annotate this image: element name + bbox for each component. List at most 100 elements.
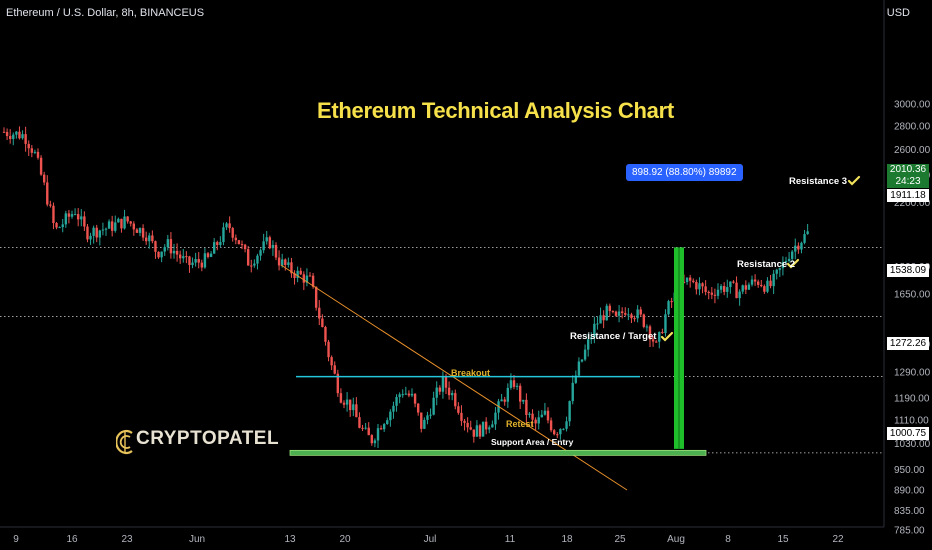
candle-body [364, 427, 367, 429]
resistance-target-label: Resistance / Target [570, 331, 657, 342]
candle-body [95, 227, 98, 238]
candle-body [466, 422, 469, 428]
candle-body [358, 417, 361, 428]
y-tick-label: 3000.00 [894, 100, 931, 111]
candle [407, 390, 411, 398]
x-tick-label: 9 [13, 534, 19, 545]
candle [216, 240, 219, 251]
currency-label: USD [886, 7, 910, 19]
candle-body [738, 291, 741, 299]
bar-countdown: 24:23 [895, 176, 921, 187]
candle [222, 222, 225, 246]
candle [797, 242, 800, 254]
candle [55, 221, 58, 230]
candle [321, 314, 324, 328]
candle-body [200, 262, 204, 268]
candle-body [296, 270, 299, 278]
candle-body [729, 281, 732, 288]
candle-body [803, 234, 806, 243]
measure-tooltip: 898.92 (88.80%) 89892 [626, 164, 743, 181]
candle [265, 230, 268, 245]
candle [534, 417, 537, 430]
candle [729, 281, 732, 294]
candle [120, 218, 123, 233]
candle-body [120, 218, 123, 229]
candle-body [308, 275, 312, 277]
chart-title: Ethereum Technical Analysis Chart [317, 98, 674, 123]
candle-body [583, 349, 587, 360]
candle [531, 409, 534, 427]
candle [144, 231, 148, 245]
candle [271, 240, 275, 256]
candle [537, 410, 540, 430]
candle [129, 220, 132, 227]
candle [630, 312, 633, 324]
candle-body [491, 424, 494, 428]
candle-body [370, 435, 374, 444]
candle [756, 279, 760, 288]
candle-body [707, 291, 710, 293]
candle-body [138, 228, 142, 233]
candle-body [800, 242, 803, 250]
candle [24, 126, 27, 152]
candle-body [18, 131, 21, 139]
symbol-header[interactable]: Ethereum / U.S. Dollar, 8h, BINANCEUS [6, 7, 205, 19]
candle-body [574, 375, 578, 383]
candle-body [460, 412, 463, 421]
candle [608, 303, 612, 317]
candle [763, 284, 766, 294]
candle [398, 392, 401, 404]
candle [661, 328, 664, 334]
candle [21, 130, 24, 140]
breakout-label: Breakout [451, 368, 491, 378]
candle [148, 232, 151, 249]
candle-body [234, 237, 238, 241]
candle-body [617, 311, 621, 316]
candle [586, 333, 590, 357]
candle-body [12, 134, 15, 139]
candle-body [206, 253, 210, 257]
candle [766, 277, 769, 294]
candle-body [787, 258, 791, 262]
candle-body [608, 305, 612, 312]
y-tick-label: 1110.00 [894, 415, 929, 426]
candle [392, 401, 395, 419]
candle [559, 428, 562, 440]
candle-body [299, 270, 302, 275]
candle-body [565, 421, 568, 429]
candle [83, 211, 86, 231]
candle-body [166, 239, 170, 248]
candle [410, 388, 414, 398]
candle-body [685, 277, 689, 283]
candle [277, 250, 281, 271]
candle [617, 305, 621, 323]
candle [299, 267, 302, 275]
candle-body [367, 427, 370, 436]
candle [27, 140, 30, 156]
candle [206, 251, 210, 259]
candle [240, 240, 244, 250]
candle-body [73, 214, 77, 216]
candle-body [726, 287, 729, 292]
candle [639, 306, 642, 317]
candle [18, 126, 21, 140]
candle-body [688, 277, 692, 281]
r1-price-label: 1272.26 [887, 337, 929, 350]
candle-body [194, 259, 197, 263]
candle-body [506, 387, 510, 402]
candle [794, 238, 797, 260]
x-tick-label: Jun [189, 534, 205, 545]
candle-body [450, 393, 454, 396]
candle [670, 297, 673, 308]
candle-body [30, 148, 34, 153]
candle-body [426, 415, 429, 420]
candle-body [404, 393, 408, 395]
candle-body [633, 318, 636, 320]
candle [543, 402, 547, 416]
candle-body [342, 402, 346, 405]
candle [481, 421, 485, 437]
candle [70, 210, 74, 219]
candle-body [228, 223, 231, 229]
candle-body [352, 404, 355, 411]
